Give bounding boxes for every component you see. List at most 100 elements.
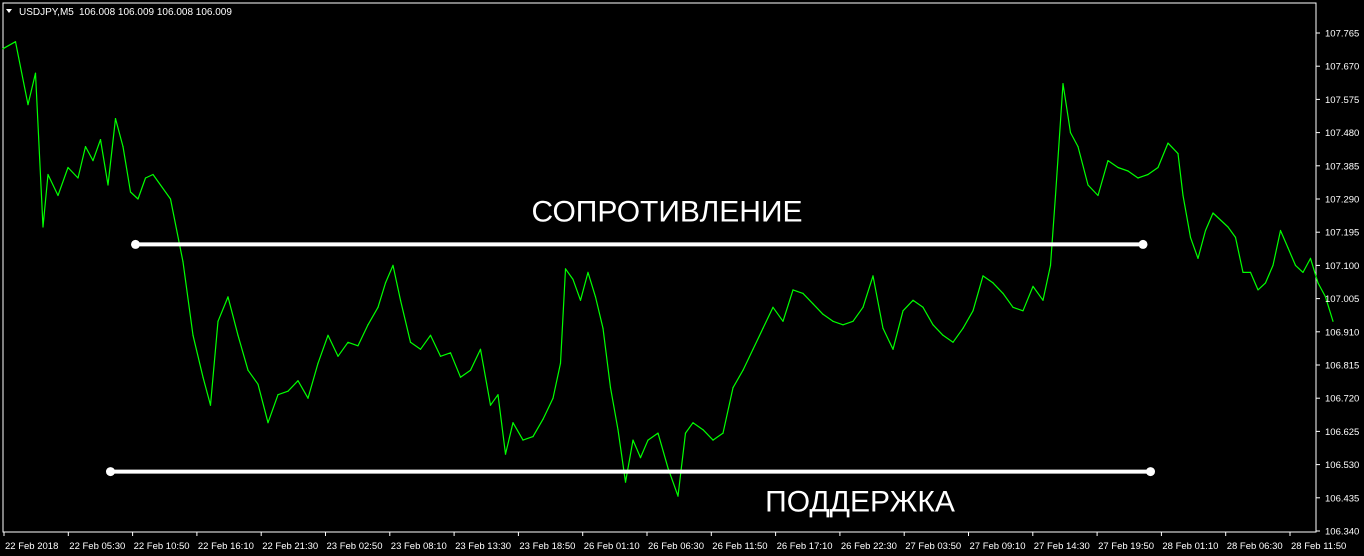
price-point [1167, 142, 1169, 144]
price-point [842, 324, 844, 326]
price-point [469, 369, 472, 371]
resistance-label: СОПРОТИВЛЕНИЕ [531, 195, 802, 228]
price-point [559, 362, 562, 364]
price-point [594, 296, 597, 298]
x-tick-label: 22 Feb 2018 [5, 541, 58, 552]
x-tick-label: 26 Feb 01:10 [584, 541, 640, 552]
price-point [27, 104, 29, 106]
price-point [762, 327, 764, 329]
price-point [297, 380, 299, 382]
x-tick-label: 22 Feb 05:30 [69, 541, 125, 552]
x-tick-label: 22 Feb 10:50 [134, 541, 190, 552]
price-point [1332, 320, 1334, 322]
price-point [972, 310, 974, 312]
price-point [667, 467, 669, 469]
x-tick-label: 27 Feb 19:50 [1098, 541, 1154, 552]
price-point [1087, 184, 1089, 186]
price-point [912, 299, 914, 301]
price-point [782, 320, 784, 322]
x-tick-label: 27 Feb 14:30 [1034, 541, 1090, 552]
price-point [1287, 247, 1289, 249]
price-point [42, 226, 44, 228]
price-point [1309, 257, 1312, 259]
y-tick-label: 106.720 [1325, 394, 1359, 405]
price-point [892, 348, 894, 350]
price-point [564, 268, 567, 270]
price-point [439, 355, 442, 357]
y-tick-label: 107.670 [1325, 62, 1359, 73]
collapse-arrow-icon[interactable] [6, 9, 12, 13]
price-point [902, 310, 904, 312]
chart-symbol: USDJPY,M5 [19, 7, 74, 18]
price-point [1264, 282, 1267, 284]
price-point [1157, 166, 1159, 169]
price-point [307, 397, 309, 399]
price-point [1212, 212, 1214, 214]
price-point [992, 282, 994, 284]
price-point [144, 177, 147, 179]
price-point [169, 198, 172, 200]
y-tick-label: 106.340 [1325, 527, 1359, 538]
x-tick-label: 26 Feb 17:10 [777, 541, 833, 552]
y-tick-label: 107.480 [1325, 128, 1359, 139]
price-point [99, 139, 102, 141]
y-tick-label: 106.435 [1325, 493, 1359, 504]
price-point [1242, 271, 1244, 273]
price-point [159, 184, 162, 186]
price-point [1324, 296, 1327, 298]
price-point [429, 334, 432, 336]
y-tick-label: 106.910 [1325, 327, 1359, 338]
price-point [832, 320, 834, 322]
price-point [802, 292, 804, 294]
price-point [357, 345, 359, 347]
price-point [1069, 132, 1072, 134]
price-point [1049, 264, 1052, 266]
x-tick-label: 27 Feb 09:10 [970, 541, 1026, 552]
price-point [772, 306, 774, 308]
price-point [419, 348, 422, 350]
x-tick-label: 23 Feb 18:50 [519, 541, 575, 552]
price-point [47, 173, 49, 176]
price-point [1022, 310, 1024, 312]
price-point [2, 48, 4, 50]
price-point [317, 362, 319, 364]
price-point [377, 306, 379, 308]
price-point [742, 369, 744, 371]
price-point [522, 439, 524, 441]
y-tick-label: 107.575 [1325, 95, 1359, 106]
price-point [1107, 160, 1109, 162]
price-point [392, 264, 394, 266]
price-point [684, 432, 687, 434]
x-tick-label: 26 Feb 22:30 [841, 541, 897, 552]
y-tick-label: 107.765 [1325, 29, 1359, 40]
price-point [34, 72, 37, 74]
price-point [617, 429, 619, 431]
price-point [107, 184, 109, 186]
price-point [922, 306, 924, 308]
price-point [57, 194, 59, 197]
price-point [732, 387, 734, 389]
price-point [399, 299, 402, 301]
y-tick-label: 107.385 [1325, 161, 1359, 172]
price-point [192, 334, 194, 336]
price-point [542, 418, 544, 420]
price-point [1012, 306, 1014, 308]
price-point [1062, 83, 1064, 85]
price-point [1204, 229, 1207, 232]
price-point [609, 387, 612, 389]
price-point [504, 453, 507, 455]
price-point [602, 327, 604, 329]
price-point [152, 173, 154, 176]
price-point [712, 439, 714, 441]
price-point [347, 341, 349, 343]
price-point [1077, 146, 1079, 148]
price-point [512, 422, 514, 424]
price-point [202, 376, 204, 378]
y-tick-label: 106.625 [1325, 427, 1359, 438]
price-point [639, 457, 642, 459]
price-line [2, 41, 1334, 497]
price-point [1002, 292, 1004, 294]
y-tick-label: 107.195 [1325, 228, 1359, 239]
price-point [409, 341, 412, 343]
